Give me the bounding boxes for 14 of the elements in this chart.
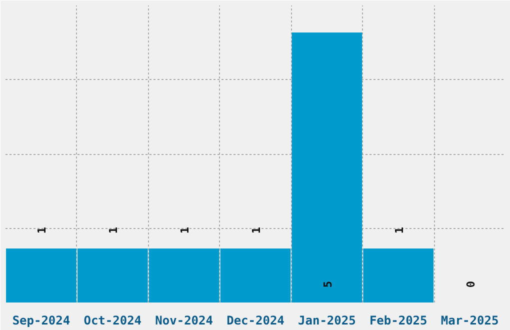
x-tick-label: Nov-2024 xyxy=(155,314,213,328)
x-tick-label: Sep-2024 xyxy=(12,314,70,328)
data-label: 1 xyxy=(107,226,120,234)
data-label: 0 xyxy=(464,281,478,288)
x-tick-label: Feb-2025 xyxy=(369,314,428,328)
data-label: 5 xyxy=(321,281,334,288)
data-label: 1 xyxy=(392,226,406,234)
x-tick-label: Mar-2025 xyxy=(440,314,499,328)
x-tick-label: Jan-2025 xyxy=(298,314,356,328)
x-tick-label: Dec-2024 xyxy=(226,314,284,328)
x-tick-label: Oct-2024 xyxy=(84,314,142,328)
data-label: 1 xyxy=(178,226,192,234)
data-label: 1 xyxy=(36,226,49,234)
data-label: 1 xyxy=(250,226,263,234)
